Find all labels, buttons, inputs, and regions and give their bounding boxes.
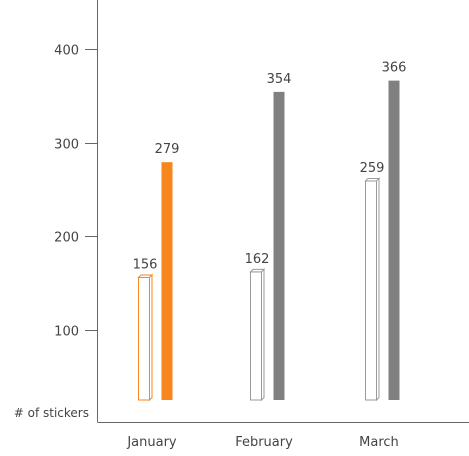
y-tick-label: 100 — [54, 325, 79, 340]
bar-front — [250, 271, 262, 401]
bar-front — [365, 180, 377, 401]
y-tick-label: 200 — [54, 231, 79, 246]
category-label: March — [359, 435, 399, 450]
y-ticks: 100 200 300 400 — [54, 44, 97, 340]
bar-side — [376, 177, 380, 402]
bar — [249, 268, 266, 402]
data-label: 366 — [382, 61, 407, 76]
y-tick-label: 400 — [54, 44, 79, 59]
data-label: 156 — [133, 258, 158, 273]
bars — [137, 80, 400, 402]
bar-front — [138, 277, 150, 401]
y-tick-label: 300 — [54, 138, 79, 153]
bar — [161, 162, 173, 400]
data-label: 162 — [245, 252, 270, 267]
bar-side — [261, 268, 265, 402]
data-label: 279 — [155, 142, 180, 157]
data-label: 259 — [360, 161, 385, 176]
category-label: February — [235, 435, 293, 450]
data-labels: 156 279 162 354 259 366 — [133, 61, 407, 273]
bar — [273, 91, 285, 400]
bar — [137, 273, 154, 402]
category-labels: January February March — [126, 435, 398, 450]
bar — [388, 80, 400, 400]
y-axis-label: # of stickers — [14, 406, 89, 420]
bar — [364, 177, 381, 402]
bar-side — [149, 273, 153, 402]
category-label: January — [126, 435, 177, 450]
data-label: 354 — [267, 72, 292, 87]
